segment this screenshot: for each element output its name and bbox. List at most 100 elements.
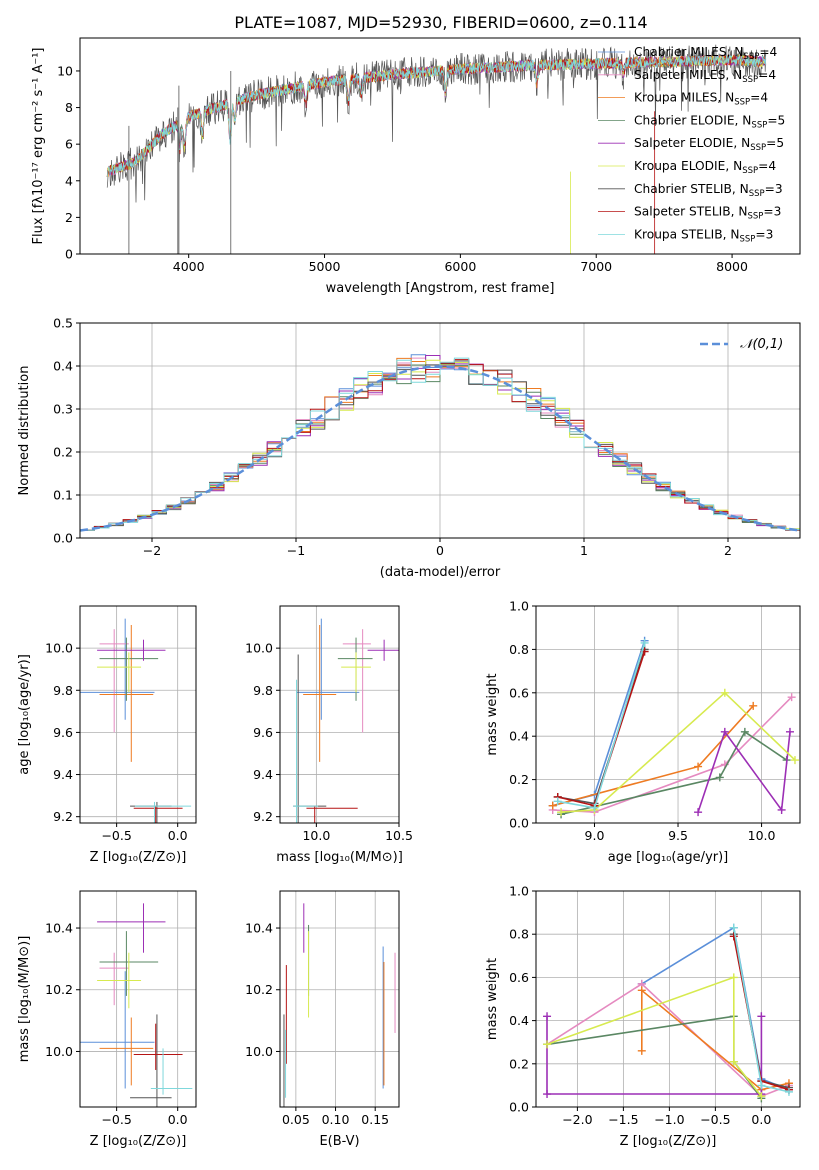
- y-tick-label: 10.2: [45, 982, 73, 997]
- series-line: [561, 691, 796, 813]
- x-axis-label: wavelength [Angstrom, rest frame]: [326, 281, 555, 296]
- x-tick-label: 1: [580, 543, 588, 558]
- y-axis-label: mass weight: [485, 673, 500, 755]
- plot-area: [536, 606, 800, 823]
- y-tick-label: 10.0: [245, 1044, 273, 1059]
- y-tick-label: 0.4: [509, 729, 529, 744]
- data-point: [757, 1092, 766, 1101]
- panel-mass-vs-EBV: 0.05 0.10 0.15 10.0 10.2 10.4 E(B-V): [245, 890, 400, 1149]
- x-tick-label: −0.5: [101, 1112, 131, 1127]
- y-tick-label: 9.4: [253, 767, 273, 782]
- data-point: [784, 1087, 793, 1096]
- y-tick-label: 0.0: [53, 531, 73, 546]
- figure-title: PLATE=1087, MJD=52930, FIBERID=0600, z=0…: [234, 13, 647, 32]
- data-point: [720, 688, 729, 697]
- y-axis-label: Normed distribution: [17, 366, 32, 496]
- x-tick-label: 7000: [580, 259, 612, 274]
- y-tick-label: 9.4: [53, 767, 73, 782]
- legend-model: Salpeter STELIB, N: [634, 205, 747, 219]
- y-tick-label: 9.8: [53, 683, 73, 698]
- y-tick-label: 0.4: [509, 1013, 529, 1028]
- data-point: [757, 1012, 766, 1021]
- axes-frame: [79, 37, 801, 255]
- x-tick-label: −1.5: [608, 1112, 638, 1127]
- x-tick-label: −2: [143, 543, 161, 558]
- x-tick-label: 0.15: [361, 1112, 389, 1127]
- legend-count: =4: [758, 159, 776, 173]
- histogram-step: [80, 357, 800, 531]
- x-tick-label: 10.5: [385, 828, 413, 843]
- y-tick-label: 0.4: [53, 359, 73, 374]
- y-tick-label: 6: [65, 137, 73, 152]
- axes-frame: [79, 890, 197, 1108]
- x-tick-label: 10.0: [748, 828, 776, 843]
- plot-area: [106, 44, 767, 254]
- legend-label: 𝒩(0,1): [740, 337, 783, 352]
- legend-subscript: SSP: [743, 52, 759, 62]
- y-axis-label: Flux [fλ10⁻¹⁷ erg cm⁻² s⁻¹ A⁻¹]: [31, 48, 46, 245]
- data-point: [785, 727, 794, 736]
- legend-label: Salpeter ELODIE, NSSP=5: [634, 136, 784, 153]
- legend-subscript: SSP: [734, 98, 750, 108]
- y-tick-label: 10.2: [245, 982, 273, 997]
- axes-frame: [279, 605, 400, 824]
- x-axis-label: (data-model)/error: [380, 565, 501, 580]
- x-axis-label: age [log₁₀(age/yr)]: [608, 850, 729, 865]
- y-tick-label: 0.2: [53, 445, 73, 460]
- legend-count: =4: [759, 45, 777, 59]
- y-tick-label: 0.6: [509, 970, 529, 985]
- legend-model: Kroupa ELODIE, N: [634, 159, 742, 173]
- legend-subscript: SSP: [740, 234, 756, 244]
- axes-frame: [535, 890, 801, 1108]
- legend-label: Chabrier ELODIE, NSSP=5: [634, 113, 785, 130]
- y-tick-label: 10.4: [245, 921, 273, 936]
- y-tick-label: 0.0: [509, 816, 529, 831]
- x-tick-label: 0.0: [751, 1112, 771, 1127]
- x-axis-label: E(B-V): [319, 1134, 359, 1149]
- legend-label: Chabrier MILES, NSSP=4: [634, 45, 778, 62]
- panel-age-vs-Z: −0.5 0.0 9.2 9.4 9.6 9.8 10.0 Z [log₁₀(Z/Z⊙)] ag…: [17, 605, 197, 865]
- x-tick-label: 4000: [173, 259, 205, 274]
- y-tick-label: 0.2: [509, 772, 529, 787]
- legend-subscript: SSP: [747, 212, 763, 222]
- legend-subscript: SSP: [742, 166, 758, 176]
- legend-count: =3: [765, 182, 783, 196]
- legend-model: Salpeter MILES, N: [634, 68, 742, 82]
- y-tick-label: 9.6: [253, 725, 273, 740]
- x-tick-label: 0.0: [168, 828, 188, 843]
- series-line: [546, 1015, 763, 1099]
- y-tick-label: 10.0: [45, 1044, 73, 1059]
- data-point: [543, 1040, 552, 1049]
- panel-massweight-vs-Z: −2.0 −1.5 −1.0 −0.5 0.0 0.0 0.2 0.4 0.6 0.8 1.0 Z […: [485, 884, 801, 1149]
- y-tick-label: 0: [65, 247, 73, 262]
- y-axis-label: mass [log₁₀(M/M⊙)]: [17, 936, 32, 1063]
- legend-label: Kroupa MILES, NSSP=4: [634, 91, 768, 108]
- data-point: [694, 808, 703, 817]
- y-tick-label: 0.8: [509, 642, 529, 657]
- data-point: [715, 773, 724, 782]
- y-axis-label: age [log₁₀(age/yr)]: [17, 654, 32, 775]
- legend-label: Salpeter STELIB, NSSP=3: [634, 205, 781, 222]
- series-line: [640, 988, 790, 1091]
- legend-model: Chabrier STELIB, N: [634, 182, 749, 196]
- y-tick-label: 10: [57, 63, 73, 78]
- legend-subscript: SSP: [750, 143, 766, 153]
- x-tick-label: −2.0: [562, 1112, 592, 1127]
- x-axis-label: Z [log₁₀(Z/Z⊙)]: [620, 1134, 717, 1149]
- series-line: [557, 649, 646, 805]
- series-line: [546, 1016, 763, 1095]
- axes-frame: [79, 605, 197, 824]
- legend-count: =4: [758, 68, 776, 82]
- spectrum-line: [106, 54, 767, 177]
- x-tick-label: −1.0: [654, 1112, 684, 1127]
- data-point: [787, 693, 796, 702]
- data-point: [553, 797, 562, 806]
- plot-area: [80, 606, 196, 823]
- plot-area: [80, 323, 800, 538]
- x-tick-label: 9.5: [668, 828, 688, 843]
- plot-area: [280, 606, 399, 823]
- legend-count: =3: [763, 205, 781, 219]
